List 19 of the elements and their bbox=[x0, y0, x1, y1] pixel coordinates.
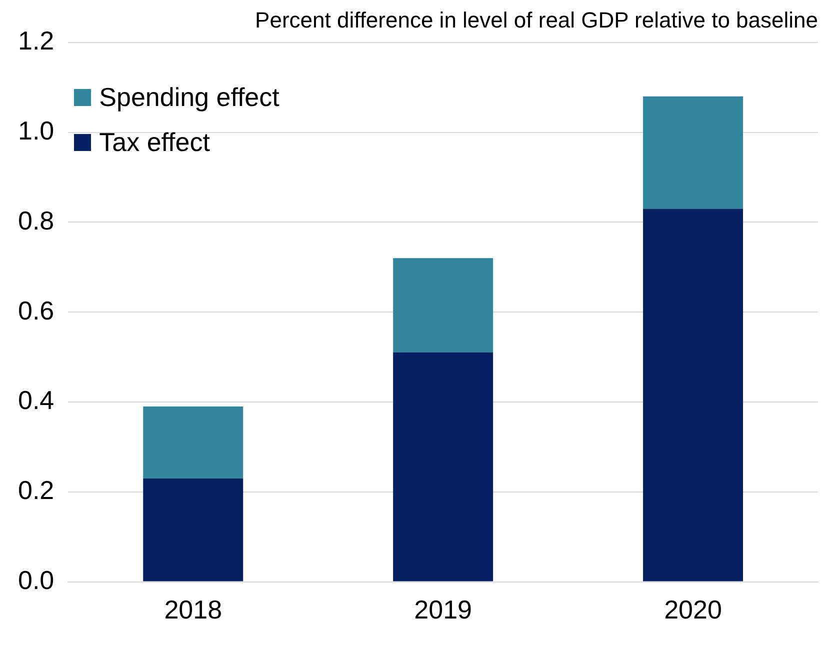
bar bbox=[393, 258, 494, 353]
chart-title: Percent difference in level of real GDP relative to baseline bbox=[255, 7, 818, 32]
bar bbox=[643, 208, 744, 582]
bar bbox=[643, 96, 744, 209]
x-tick-label: 2018 bbox=[164, 594, 222, 625]
y-tick-label: 0.2 bbox=[18, 475, 54, 506]
bar bbox=[393, 352, 494, 582]
y-tick-label: 0.4 bbox=[18, 385, 54, 416]
y-tick-label: 1.2 bbox=[18, 26, 54, 56]
y-tick-label: 0.6 bbox=[18, 295, 54, 326]
y-tick-label: 1.0 bbox=[18, 115, 54, 146]
bar bbox=[143, 406, 244, 478]
y-tick-label: 0.8 bbox=[18, 205, 54, 236]
x-tick-label: 2019 bbox=[414, 594, 472, 625]
bar bbox=[143, 478, 244, 582]
y-tick-label: 0.0 bbox=[18, 564, 54, 595]
legend-label: Tax effect bbox=[99, 127, 210, 158]
x-tick-label: 2020 bbox=[664, 594, 722, 625]
legend-label: Spending effect bbox=[99, 82, 280, 114]
